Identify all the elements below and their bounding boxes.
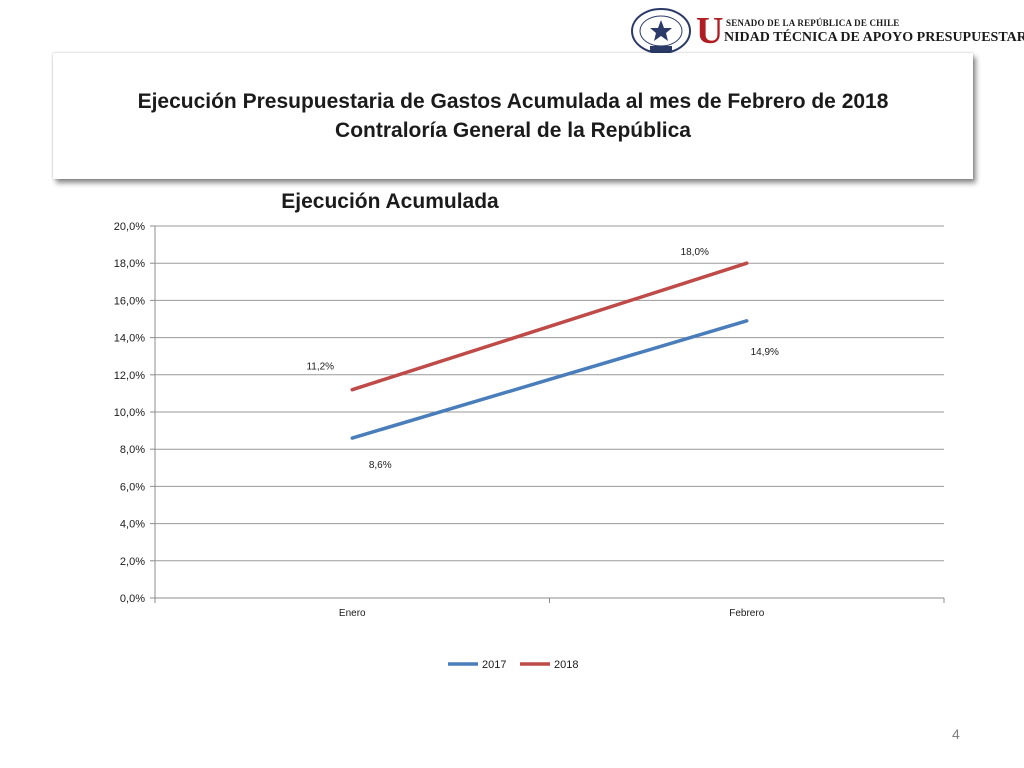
y-tick-label: 14,0%: [114, 333, 145, 345]
y-tick-label: 8,0%: [120, 444, 145, 456]
data-label: 11,2%: [306, 362, 334, 373]
y-tick-label: 18,0%: [114, 258, 145, 270]
y-tick-label: 10,0%: [114, 407, 145, 419]
data-label: 14,9%: [751, 347, 779, 358]
x-tick-label: Enero: [339, 608, 366, 619]
x-tick-label: Febrero: [729, 608, 764, 619]
chart-title: Ejecución Acumulada: [281, 190, 499, 213]
series-line-2017: [350, 319, 749, 440]
y-tick-label: 2,0%: [120, 556, 145, 568]
logo-top-line: SENADO DE LA REPÚBLICA DE CHILE: [726, 18, 900, 28]
y-tick-label: 6,0%: [120, 481, 145, 493]
y-tick-label: 16,0%: [114, 295, 145, 307]
legend-label: 2017: [482, 659, 506, 671]
series-line-2018: [350, 261, 749, 392]
title-box: Ejecución Presupuestaria de Gastos Acumu…: [53, 53, 973, 179]
y-tick-label: 20,0%: [114, 221, 145, 233]
senate-logo: U SENADO DE LA REPÚBLICA DE CHILE NIDAD …: [630, 6, 1024, 56]
logo-initial: U: [696, 10, 724, 52]
logo-bottom-line: NIDAD TÉCNICA DE APOYO PRESUPUESTARIO: [724, 30, 1024, 45]
y-tick-label: 4,0%: [120, 519, 145, 531]
page-number: 4: [952, 726, 960, 742]
slide-title-line2: Contraloría General de la República: [335, 119, 691, 142]
senate-seal-icon: [631, 8, 691, 54]
data-label: 8,6%: [369, 460, 392, 471]
y-tick-label: 0,0%: [120, 593, 145, 605]
y-tick-label: 12,0%: [114, 370, 145, 382]
legend-label: 2018: [554, 659, 578, 671]
data-label: 18,0%: [681, 247, 709, 258]
slide-title-line1: Ejecución Presupuestaria de Gastos Acumu…: [137, 90, 889, 113]
